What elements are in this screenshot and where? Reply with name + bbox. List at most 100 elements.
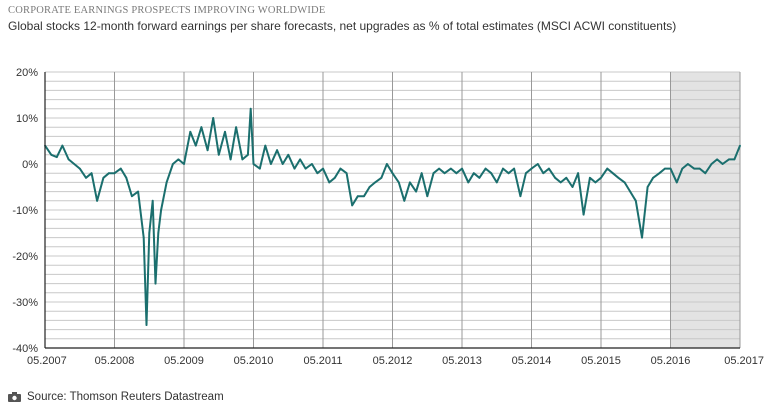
data-point: [177, 158, 180, 161]
data-point: [368, 186, 371, 188]
data-point: [96, 199, 98, 202]
data-point: [721, 163, 724, 165]
data-point: [73, 163, 76, 165]
data-point: [507, 172, 510, 175]
source-text: Source: Thomson Reuters Datastream: [27, 391, 224, 403]
data-point: [386, 163, 388, 165]
y-tick-label: -20%: [12, 251, 38, 263]
data-point: [415, 190, 417, 193]
data-point: [397, 181, 400, 184]
data-point: [363, 195, 365, 198]
chart-grid: [45, 71, 741, 349]
data-point: [542, 172, 545, 175]
chart-series: [44, 107, 741, 326]
data-point: [322, 167, 324, 170]
data-point: [113, 172, 116, 175]
data-point: [304, 167, 307, 170]
data-point: [455, 172, 458, 175]
data-point: [606, 167, 609, 170]
data-point: [183, 163, 185, 165]
data-point: [420, 172, 423, 175]
data-point: [61, 144, 64, 147]
data-point: [739, 144, 741, 147]
data-point: [594, 181, 597, 184]
x-tick-label: 05.2011: [304, 355, 343, 367]
y-tick-label: -40%: [12, 343, 38, 355]
data-point: [559, 181, 562, 184]
data-point: [287, 153, 290, 156]
data-point: [194, 144, 197, 147]
data-point: [252, 163, 255, 165]
data-point: [664, 167, 666, 170]
data-point: [328, 181, 331, 184]
y-tick-label: 0%: [22, 159, 38, 171]
data-point: [490, 172, 493, 175]
data-point: [565, 176, 568, 179]
data-point: [281, 163, 284, 165]
data-point: [249, 107, 252, 110]
data-point: [380, 176, 383, 179]
data-point: [311, 163, 313, 165]
data-point: [467, 181, 470, 184]
data-point: [728, 158, 730, 161]
x-tick-label: 05.2010: [234, 355, 274, 367]
chart-subtitle: Global stocks 12-month forward earnings …: [8, 19, 677, 33]
data-point: [119, 167, 122, 170]
data-point: [258, 167, 261, 170]
y-tick-label: -10%: [12, 205, 38, 217]
data-point: [145, 324, 148, 326]
data-point: [675, 181, 678, 184]
chart-axes: [44, 72, 740, 349]
data-point: [78, 167, 81, 170]
data-point: [704, 172, 707, 175]
data-point: [157, 232, 160, 234]
data-point: [108, 172, 110, 175]
data-point: [641, 236, 643, 239]
x-tick-label: 05.2017: [724, 355, 764, 367]
data-point: [577, 172, 579, 175]
data-point: [125, 176, 128, 179]
data-point: [391, 172, 394, 175]
data-point: [681, 167, 684, 170]
data-point: [90, 172, 93, 175]
data-point: [687, 163, 689, 165]
x-tick-label: 05.2009: [164, 355, 204, 367]
data-point: [646, 186, 649, 188]
chart-labels: 20% 10% 0% -10% -20% -30% -40%05.2007 05.2008 05…: [12, 67, 764, 367]
data-point: [102, 176, 105, 179]
x-tick-label: 05.2016: [651, 355, 691, 367]
data-point: [235, 126, 238, 129]
data-point: [716, 158, 718, 161]
data-point: [698, 167, 701, 170]
data-point: [264, 144, 267, 147]
data-point: [276, 149, 278, 152]
y-tick-label: 20%: [16, 67, 38, 79]
data-point: [658, 172, 661, 175]
data-point: [345, 172, 348, 175]
data-point: [634, 199, 637, 202]
data-point: [333, 176, 336, 179]
x-tick-label: 05.2012: [373, 355, 413, 367]
data-point: [502, 167, 504, 170]
data-point: [148, 232, 151, 234]
data-point: [224, 130, 226, 133]
data-point: [536, 163, 539, 165]
data-point: [160, 209, 163, 211]
data-point: [50, 153, 53, 156]
data-point: [472, 172, 475, 175]
x-tick-label: 05.2008: [95, 355, 135, 367]
data-point: [600, 176, 602, 179]
data-point: [582, 213, 585, 216]
data-point: [652, 176, 654, 179]
data-point: [316, 172, 319, 175]
data-point: [623, 181, 626, 184]
data-point: [55, 156, 58, 159]
data-point: [629, 190, 632, 193]
x-tick-label: 05.2014: [512, 355, 552, 367]
data-point: [733, 158, 736, 161]
data-point: [189, 130, 192, 133]
data-point: [519, 195, 522, 198]
y-tick-label: 10%: [16, 113, 38, 125]
data-point: [525, 172, 527, 175]
